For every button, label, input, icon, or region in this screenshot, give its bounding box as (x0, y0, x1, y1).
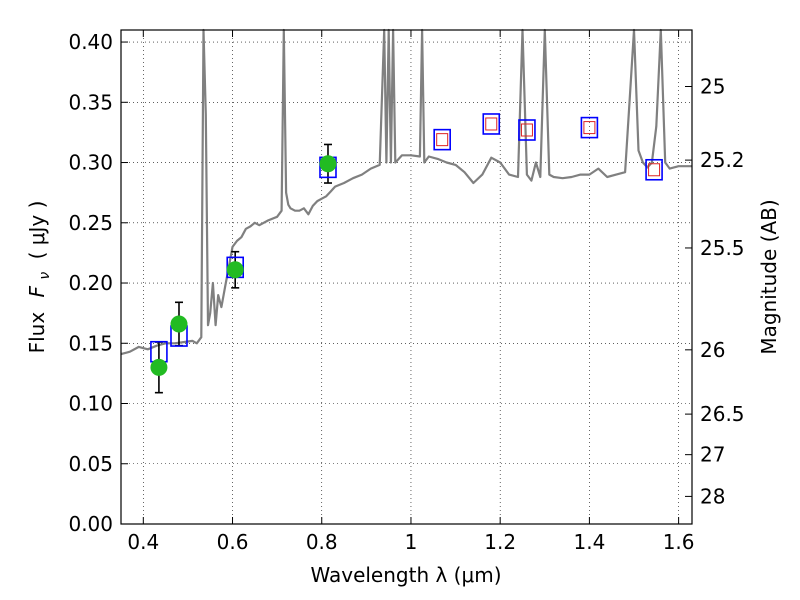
y2-tick-label: 26 (700, 338, 725, 362)
y2-tick-label: 26.5 (700, 402, 745, 426)
model-boxes (150, 113, 663, 363)
spectrum-line (120, 28, 692, 356)
model-box (518, 119, 536, 141)
observed-point (150, 358, 168, 376)
y-axis-ticks: 0.00 0.05 0.10 0.15 0.20 0.25 0.30 0.35 0.40 (68, 30, 128, 536)
y-tick-label: 0.40 (68, 30, 113, 54)
x-tick-label: 1 (405, 530, 418, 554)
y-axis-label: Flux F ν ( μJy ) (25, 201, 54, 354)
observed-points (150, 155, 337, 376)
y-axis-label-subscript: ν (37, 272, 53, 280)
plot-frame (120, 29, 693, 525)
y-tick-label: 0.20 (68, 271, 113, 295)
model-box-inner (485, 117, 498, 131)
x-tick-label: 0.8 (306, 530, 338, 554)
x-tick-label: 0.6 (217, 530, 249, 554)
spectrum-layer (120, 28, 692, 356)
x-tick-label: 0.4 (127, 530, 159, 554)
model-box-inner (583, 121, 596, 135)
y-tick-label: 0.05 (68, 452, 113, 476)
y-tick-label: 0.30 (68, 151, 113, 175)
y-tick-label: 0.00 (68, 512, 113, 536)
y2-tick-label: 25.5 (700, 236, 745, 260)
x-tick-label: 1.4 (573, 530, 605, 554)
observed-point (170, 315, 188, 333)
y-tick-label: 0.10 (68, 392, 113, 416)
y-axis-label-unit: ( μJy ) (25, 201, 49, 260)
y-tick-label: 0.25 (68, 211, 113, 235)
y2-tick-label: 28 (700, 484, 725, 508)
model-box (580, 116, 599, 139)
x-axis-ticks: 0.4 0.6 0.8 1 1.2 1.4 1.6 (127, 30, 695, 554)
y2-axis-label: Magnitude (AB) (757, 199, 781, 354)
model-box-inner (648, 163, 661, 177)
y-tick-label: 0.15 (68, 331, 113, 355)
y2-tick-label: 25 (700, 75, 725, 99)
x-tick-label: 1.2 (484, 530, 516, 554)
observed-point (226, 261, 244, 279)
model-box (645, 158, 663, 181)
x-tick-label: 1.6 (663, 530, 695, 554)
model-box (433, 128, 451, 151)
observed-point (319, 155, 337, 173)
y-axis-label-flux: Flux (25, 312, 49, 354)
y2-tick-label: 27 (700, 443, 725, 467)
x-axis-label: Wavelength λ (μm) (310, 563, 501, 587)
y-tick-label: 0.35 (68, 90, 113, 114)
model-box-inner (520, 123, 533, 137)
y-axis-label-symbol: F (25, 285, 49, 297)
model-box-inner (436, 133, 449, 147)
y2-axis-ticks: 25 25.2 25.5 26 26.5 27 28 (685, 75, 745, 508)
model-box (482, 113, 501, 135)
y2-tick-label: 25.2 (700, 148, 745, 172)
